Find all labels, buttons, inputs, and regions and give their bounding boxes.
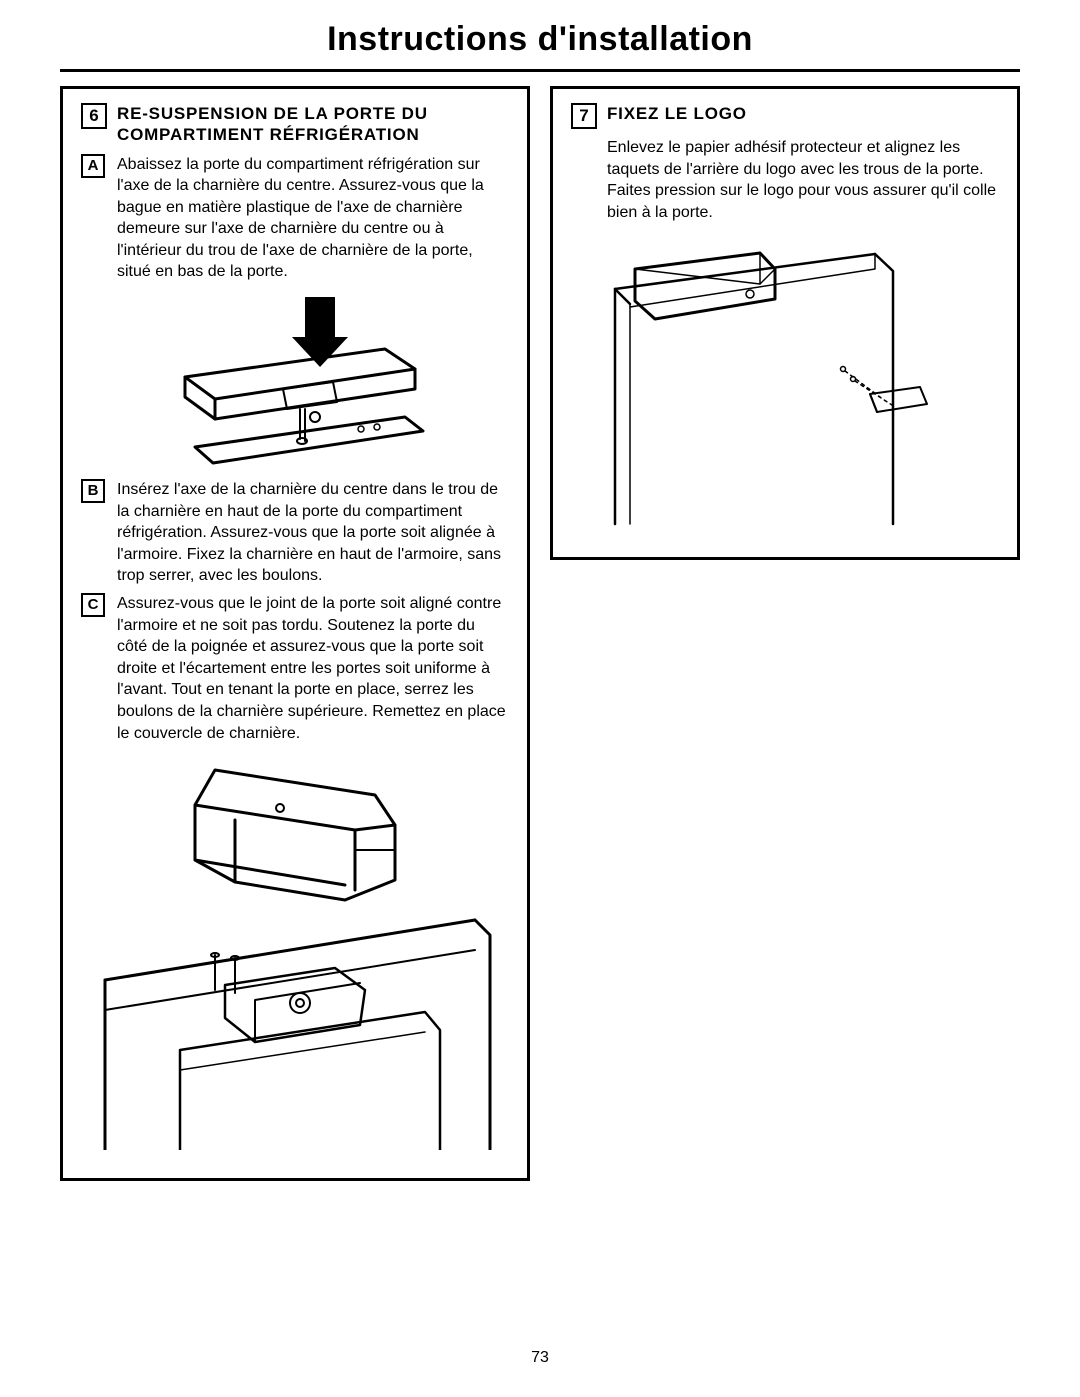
- step-6-panel: 6 RE-SUSPENSION DE LA PORTE DU COMPARTIM…: [60, 86, 530, 1181]
- step-6-number: 6: [81, 103, 107, 129]
- step-6C-letter: C: [81, 593, 105, 617]
- step-6-header: 6 RE-SUSPENSION DE LA PORTE DU COMPARTIM…: [81, 103, 509, 146]
- figure-6C: [81, 750, 509, 1150]
- step-7-number: 7: [571, 103, 597, 129]
- step-7-panel: 7 FIXEZ LE LOGO Enlevez le papier adhési…: [550, 86, 1020, 560]
- right-column: 7 FIXEZ LE LOGO Enlevez le papier adhési…: [550, 86, 1020, 1181]
- step-6-title: RE-SUSPENSION DE LA PORTE DU COMPARTIMEN…: [117, 103, 509, 146]
- title-rule: [60, 69, 1020, 72]
- figure-6A: [81, 289, 509, 469]
- left-column: 6 RE-SUSPENSION DE LA PORTE DU COMPARTIM…: [60, 86, 530, 1181]
- step-7-header: 7 FIXEZ LE LOGO: [571, 103, 999, 129]
- step-6B: B Insérez l'axe de la charnière du centr…: [81, 479, 509, 587]
- figure-7: [571, 229, 999, 529]
- content-columns: 6 RE-SUSPENSION DE LA PORTE DU COMPARTIM…: [60, 86, 1020, 1181]
- page-title: Instructions d'installation: [60, 20, 1020, 59]
- step-7-title: FIXEZ LE LOGO: [607, 103, 747, 124]
- step-6A: A Abaissez la porte du compartiment réfr…: [81, 154, 509, 284]
- step-6A-letter: A: [81, 154, 105, 178]
- page-number: 73: [0, 1349, 1080, 1367]
- step-6C-text: Assurez-vous que le joint de la porte so…: [117, 593, 509, 744]
- step-6B-letter: B: [81, 479, 105, 503]
- step-7-body: Enlevez le papier adhésif protecteur et …: [607, 137, 999, 223]
- step-6C: C Assurez-vous que le joint de la porte …: [81, 593, 509, 744]
- step-6A-text: Abaissez la porte du compartiment réfrig…: [117, 154, 509, 284]
- step-6B-text: Insérez l'axe de la charnière du centre …: [117, 479, 509, 587]
